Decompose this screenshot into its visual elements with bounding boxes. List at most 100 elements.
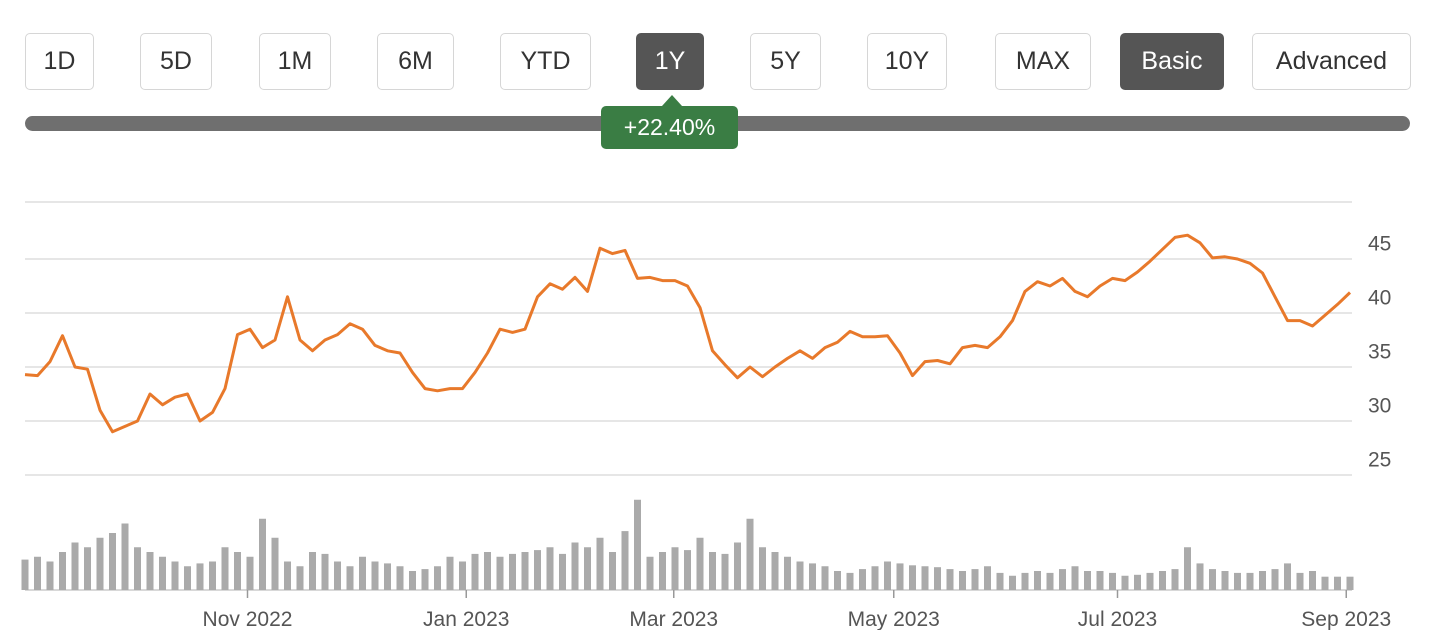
- volume-bar: [509, 553, 516, 590]
- x-tick-label: Mar 2023: [629, 608, 718, 630]
- volume-bar: [496, 556, 504, 590]
- range-button[interactable]: Basic: [1120, 33, 1224, 90]
- x-tick-label: Nov 2022: [203, 608, 293, 630]
- volume-bar: [821, 566, 829, 590]
- volume-bar: [721, 553, 729, 590]
- volume-bar: [396, 566, 404, 590]
- range-button[interactable]: 1M: [259, 33, 331, 90]
- volume-bar: [1009, 575, 1016, 590]
- badge-arrow: [662, 95, 682, 106]
- volume-bar: [371, 561, 379, 590]
- volume-bar: [1284, 563, 1291, 590]
- volume-bar: [434, 566, 441, 590]
- volume-bar: [184, 566, 191, 590]
- volume-bar: [996, 572, 1004, 590]
- volume-bar: [696, 537, 704, 590]
- range-button[interactable]: YTD: [500, 33, 591, 90]
- volume-bar: [46, 561, 54, 590]
- range-button[interactable]: 10Y: [867, 33, 947, 90]
- volume-bar: [196, 563, 204, 590]
- volume-bar: [659, 552, 666, 590]
- range-button[interactable]: 5Y: [750, 33, 821, 90]
- volume-bar: [109, 533, 116, 590]
- y-tick-label: 35: [1368, 341, 1391, 364]
- volume-bar: [309, 552, 316, 590]
- volume-bar: [959, 571, 966, 590]
- volume-bar: [84, 547, 91, 590]
- volume-bar: [746, 518, 754, 590]
- range-button[interactable]: MAX: [995, 33, 1091, 90]
- volume-bar: [871, 566, 879, 590]
- range-button[interactable]: 5D: [140, 33, 212, 90]
- volume-bar: [771, 552, 779, 590]
- volume-bar: [209, 561, 216, 590]
- volume-bar: [484, 552, 491, 590]
- volume-bar: [946, 569, 954, 590]
- volume-bar: [921, 566, 929, 590]
- volume-bar: [1021, 572, 1029, 590]
- volume-bar: [596, 537, 604, 590]
- volume-bar: [21, 559, 29, 590]
- volume-bar: [734, 542, 741, 590]
- volume-bar: [1209, 569, 1216, 590]
- volume-bar: [1121, 575, 1129, 590]
- change-badge: +22.40%: [601, 106, 738, 149]
- volume-bar: [234, 552, 241, 590]
- y-tick-label: 25: [1368, 449, 1391, 472]
- x-tick-label: Jul 2023: [1078, 608, 1157, 630]
- volume-bar: [1071, 566, 1079, 590]
- volume-bar: [271, 537, 279, 590]
- volume-bar: [584, 547, 591, 590]
- volume-bar: [1159, 571, 1166, 590]
- volume-bar: [1259, 571, 1266, 590]
- volume-bar: [546, 547, 554, 590]
- volume-bar: [96, 537, 104, 590]
- volume-bar: [534, 550, 541, 590]
- price-line: [24, 233, 1352, 434]
- volume-bar: [59, 552, 66, 590]
- volume-bar: [259, 518, 266, 590]
- volume-bar: [296, 566, 304, 590]
- x-tick-label: Jan 2023: [423, 608, 509, 630]
- volume-bar: [334, 561, 341, 590]
- volume-bar: [984, 566, 991, 590]
- volume-bar: [459, 561, 466, 590]
- x-tick-label: Sep 2023: [1301, 608, 1391, 630]
- volume-bar: [1309, 571, 1316, 590]
- y-tick-label: 45: [1368, 233, 1391, 256]
- volume-bar: [1171, 569, 1179, 590]
- volume-bar: [1146, 572, 1154, 590]
- y-tick-label: 40: [1368, 287, 1391, 310]
- volume-bar: [521, 552, 529, 590]
- volume-bar: [709, 552, 716, 590]
- range-button[interactable]: 1D: [25, 33, 94, 90]
- volume-bar: [446, 556, 454, 590]
- range-button[interactable]: 6M: [377, 33, 454, 90]
- volume-bar: [621, 531, 629, 590]
- volume-bar: [796, 561, 804, 590]
- volume-bar: [284, 561, 291, 590]
- volume-bar: [1046, 572, 1054, 590]
- volume-bar: [646, 556, 654, 590]
- volume-bar: [221, 547, 229, 590]
- volume-bar: [559, 553, 566, 590]
- volume-bar: [1034, 571, 1041, 590]
- volume-bar: [859, 569, 866, 590]
- volume-bar: [759, 547, 766, 590]
- volume-bar: [784, 556, 791, 590]
- volume-bar: [409, 571, 416, 590]
- volume-bar: [471, 553, 479, 590]
- volume-bar: [359, 556, 366, 590]
- volume-bar: [971, 569, 979, 590]
- range-button[interactable]: Advanced: [1252, 33, 1411, 90]
- volume-bar: [1196, 563, 1204, 590]
- range-button[interactable]: 1Y: [636, 33, 704, 90]
- volume-bar: [1096, 571, 1104, 590]
- volume-bar: [1346, 576, 1354, 590]
- volume-bar: [1321, 576, 1329, 590]
- volume-bar: [34, 556, 41, 590]
- volume-bar: [1134, 574, 1141, 590]
- volume-bar: [1271, 569, 1279, 590]
- volume-bar: [834, 571, 841, 590]
